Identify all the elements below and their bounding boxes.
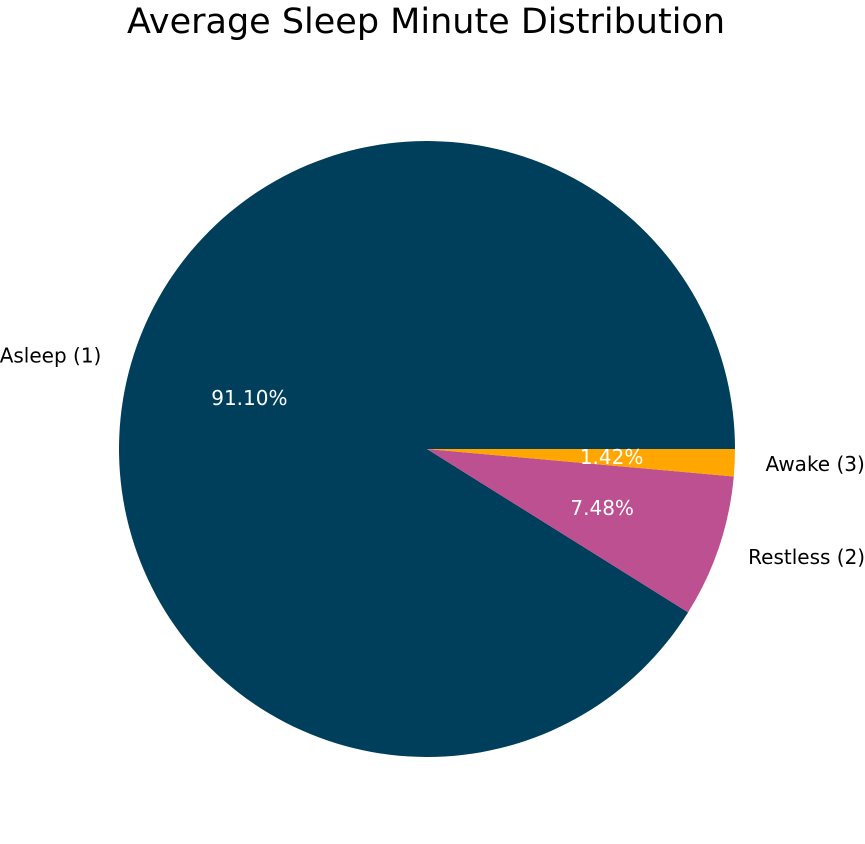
pie-slice-3 (427, 449, 735, 477)
pie-category-label-1: Asleep (1) (0, 344, 101, 368)
pie-pct-label-2: 7.48% (570, 496, 634, 520)
pie-category-label-3: Awake (3) (765, 452, 864, 476)
pie-pct-label-1: 91.10% (211, 386, 287, 410)
pie-category-label-2: Restless (2) (748, 545, 865, 569)
pie-pct-label-3: 1.42% (580, 445, 644, 469)
chart-title: Average Sleep Minute Distribution (126, 2, 726, 42)
pie-labels: 91.10% Asleep (1) 7.48% Restless (2) 1.42% Aw… (0, 344, 865, 569)
pie-slice-1 (119, 140, 736, 757)
pie-slices (119, 140, 736, 757)
pie-slice-2 (427, 449, 734, 613)
